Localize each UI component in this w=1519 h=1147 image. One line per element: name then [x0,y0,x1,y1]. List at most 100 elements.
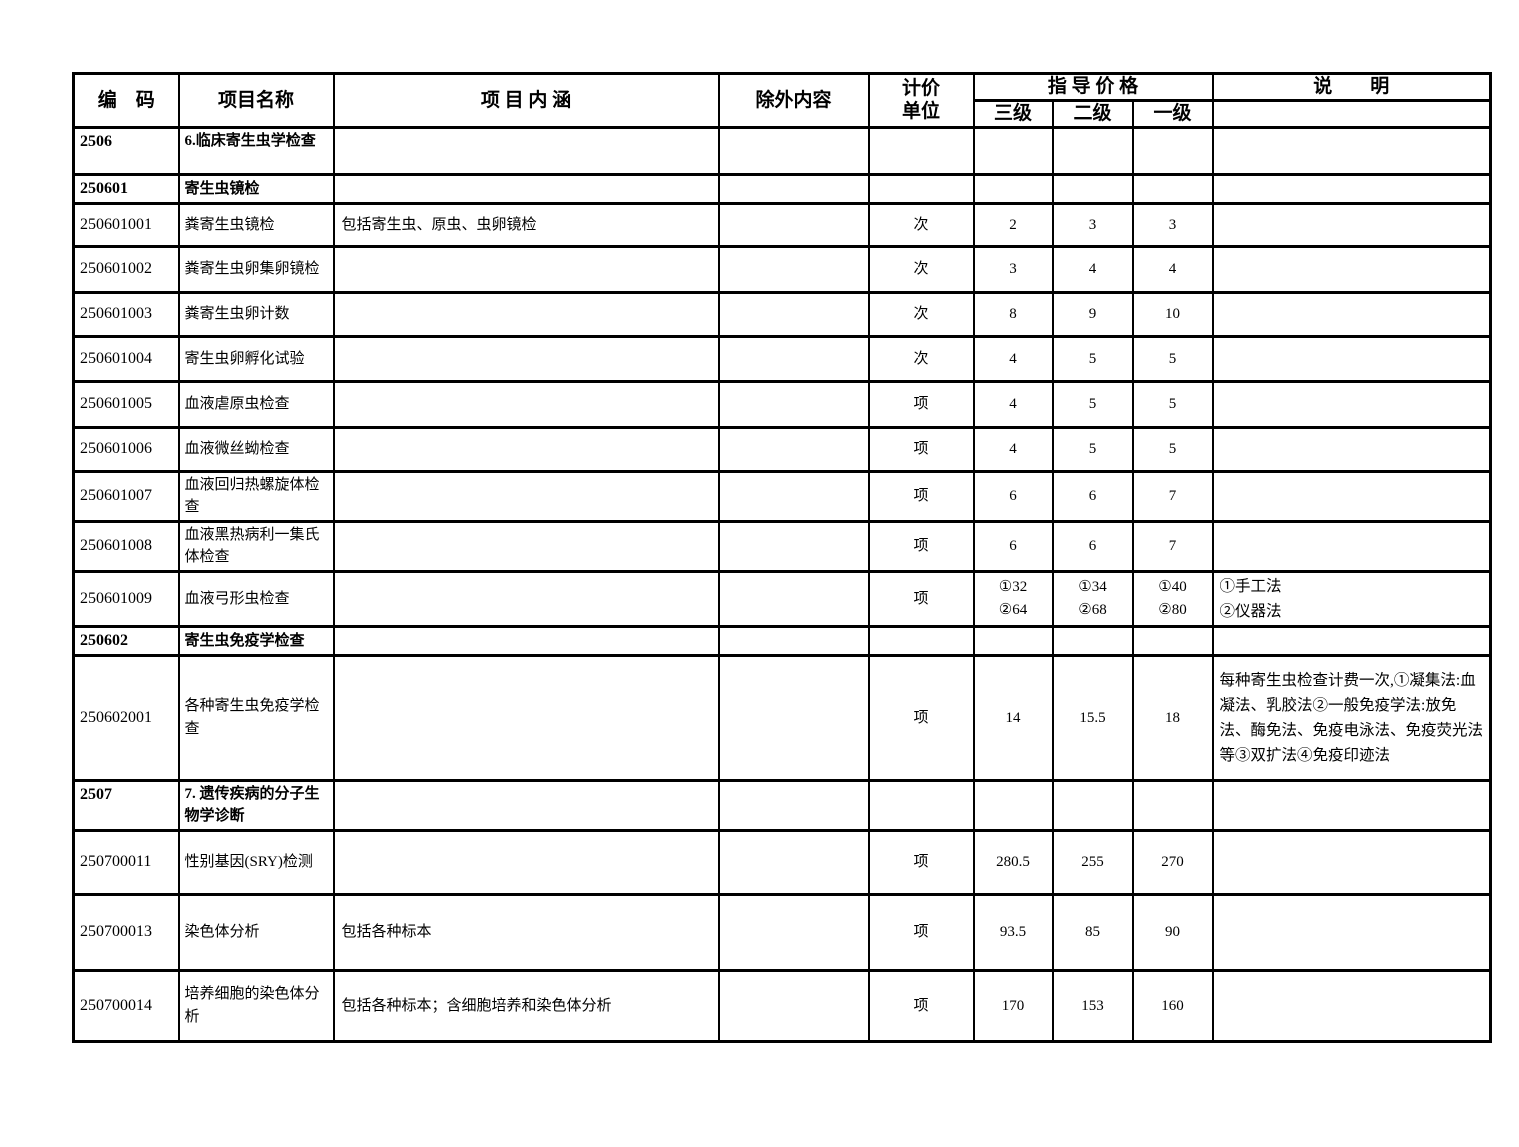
cell-code: 250602001 [72,653,180,782]
cell-price-level3: 3 [972,244,1054,294]
cell-excluded [717,828,870,896]
cell-note [1211,201,1492,248]
cell-name: 各种寄生虫免疫学检查 [177,653,335,782]
cell-note [1211,519,1492,573]
cell-price-level3: ①32 ②64 [972,569,1054,628]
table-row: 250601006 血液微丝蚴检查 项 4 5 5 [72,425,1492,473]
cell-price-level1: 90 [1131,892,1214,972]
cell-price-level3: 6 [972,519,1054,573]
cell-price-level1: 10 [1131,290,1214,338]
cell-name: 7. 遗传疾病的分子生物学诊断 [177,778,335,832]
table-row: 250601004 寄生虫卵孵化试验 次 4 5 5 [72,334,1492,383]
cell-name: 粪寄生虫卵集卵镜检 [177,244,335,294]
cell-content [332,624,720,657]
cell-name: 寄生虫卵孵化试验 [177,334,335,383]
cell-name: 血液黑热病利一集氏体检查 [177,519,335,573]
cell-code: 250601 [72,172,180,205]
cell-note: 每种寄生虫检查计费一次,①凝集法:血凝法、乳胶法②一般免疫学法:放免法、酶免法、… [1211,653,1492,782]
header-guide-price-group: 指 导 价 格 [972,72,1214,102]
cell-code: 250601002 [72,244,180,294]
cell-unit: 次 [867,334,975,383]
table-row: 250601009 血液弓形虫检查 项 ①32 ②64 ①34 ②68 ①40 … [72,569,1492,628]
cell-price-level2: 255 [1051,828,1134,896]
cell-excluded [717,201,870,248]
cell-price-level2: 15.5 [1051,653,1134,782]
header-price-level1: 一级 [1131,99,1214,129]
cell-price-level3: 4 [972,334,1054,383]
cell-price-level3: 8 [972,290,1054,338]
cell-price-level3: 6 [972,469,1054,523]
table-row: 250601002 粪寄生虫卵集卵镜检 次 3 4 4 [72,244,1492,294]
table-row: 250601001 粪寄生虫镜检 包括寄生虫、原虫、虫卵镜检 次 2 3 3 [72,201,1492,248]
cell-name: 培养细胞的染色体分析 [177,968,335,1043]
section-row: 2506 6.临床寄生虫学检查 [72,125,1492,176]
header-note: 说 明 [1211,72,1492,102]
cell-price-level3: 280.5 [972,828,1054,896]
table-row: 250700011 性别基因(SRY)检测 项 280.5 255 270 [72,828,1492,896]
cell-price-level3: 93.5 [972,892,1054,972]
cell-note [1211,624,1492,657]
cell-name: 染色体分析 [177,892,335,972]
cell-excluded [717,653,870,782]
cell-price-level1: 160 [1131,968,1214,1043]
cell-content [332,379,720,429]
cell-name: 粪寄生虫卵计数 [177,290,335,338]
cell-excluded [717,519,870,573]
cell-price-level1: 3 [1131,201,1214,248]
cell-unit: 次 [867,244,975,294]
cell-content [332,469,720,523]
header-note-empty [1211,99,1492,129]
cell-note: ①手工法 ②仪器法 [1211,569,1492,628]
cell-price-level3 [972,125,1054,176]
cell-note [1211,334,1492,383]
cell-price-level1 [1131,125,1214,176]
cell-content [332,172,720,205]
cell-content [332,125,720,176]
cell-name: 血液弓形虫检查 [177,569,335,628]
cell-price-level3: 4 [972,425,1054,473]
cell-price-level1 [1131,778,1214,832]
cell-content [332,828,720,896]
cell-price-level2 [1051,624,1134,657]
cell-price-level2: 5 [1051,425,1134,473]
cell-name: 性别基因(SRY)检测 [177,828,335,896]
header-item-name: 项目名称 [177,72,335,129]
cell-price-level1: 7 [1131,519,1214,573]
cell-price-level2: 5 [1051,379,1134,429]
cell-code: 250601008 [72,519,180,573]
table-row: 250601005 血液虐原虫检查 项 4 5 5 [72,379,1492,429]
cell-price-level2: 6 [1051,519,1134,573]
cell-price-level1: 18 [1131,653,1214,782]
cell-unit: 项 [867,469,975,523]
cell-note [1211,892,1492,972]
cell-price-level1: 5 [1131,334,1214,383]
section-row: 2507 7. 遗传疾病的分子生物学诊断 [72,778,1492,832]
cell-content [332,519,720,573]
cell-note [1211,290,1492,338]
cell-content [332,653,720,782]
header-excluded-content: 除外内容 [717,72,870,129]
cell-content [332,334,720,383]
cell-price-level2 [1051,778,1134,832]
price-table: 编 码 项目名称 项 目 内 涵 除外内容 计价 单位 指 导 价 格 说 明 … [72,72,1493,1043]
cell-content: 包括各种标本 [332,892,720,972]
cell-unit: 项 [867,828,975,896]
cell-price-level3: 4 [972,379,1054,429]
cell-code: 250700013 [72,892,180,972]
cell-content [332,425,720,473]
cell-price-level2: 6 [1051,469,1134,523]
cell-unit: 项 [867,569,975,628]
header-row-top: 编 码 项目名称 项 目 内 涵 除外内容 计价 单位 指 导 价 格 说 明 [72,72,1492,129]
cell-code: 250601006 [72,425,180,473]
cell-price-level1 [1131,624,1214,657]
cell-excluded [717,172,870,205]
cell-code: 2506 [72,125,180,176]
header-row-sub: 三级 二级 一级 [74,99,1492,129]
cell-code: 250601009 [72,569,180,628]
cell-content [332,778,720,832]
cell-code: 250601004 [72,334,180,383]
cell-excluded [717,469,870,523]
cell-name: 寄生虫免疫学检查 [177,624,335,657]
cell-unit: 项 [867,653,975,782]
cell-price-level2 [1051,125,1134,176]
